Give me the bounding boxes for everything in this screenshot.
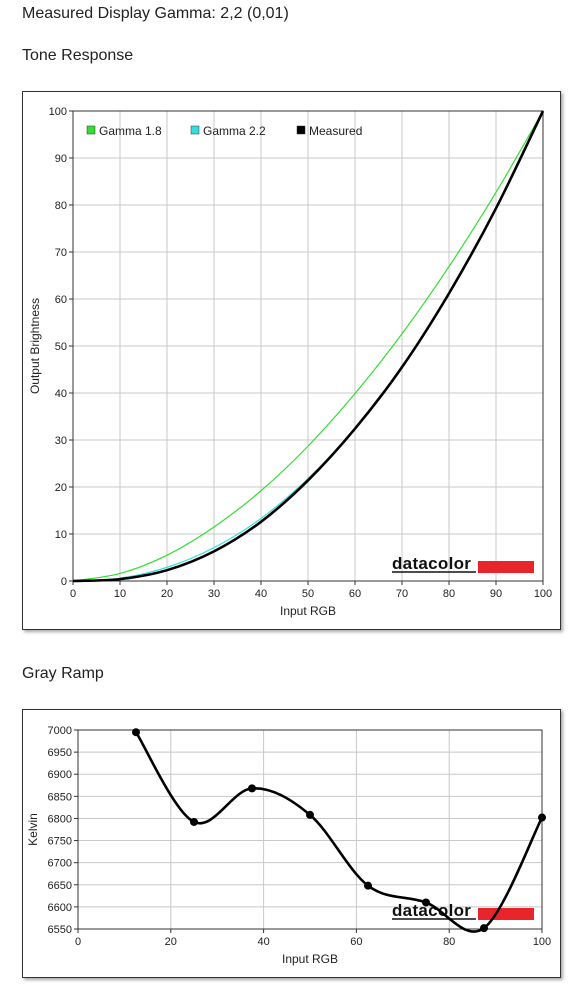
- y-axis-label: Kelvin: [26, 813, 40, 846]
- x-tick-label: 10: [114, 588, 126, 600]
- plot-border: [77, 729, 543, 930]
- y-tick-label: 50: [55, 341, 67, 353]
- x-tick-label: 20: [165, 936, 177, 948]
- y-tick-label: 6950: [48, 747, 72, 759]
- tone-response-panel: 0 10 20 30 40 50 60 70 80 90 100 0 10 20 30 40 50 60 70 80 9…: [22, 91, 561, 630]
- x-tick-label: 100: [533, 936, 551, 948]
- x-tick-label: 80: [443, 588, 455, 600]
- datacolor-logo: datacolor: [392, 554, 534, 573]
- legend-label: Gamma 1.8: [99, 124, 162, 138]
- y-tick-label: 60: [55, 294, 67, 306]
- y-tick-label: 6900: [48, 769, 72, 781]
- plot-border: [72, 110, 544, 582]
- datacolor-logo-bar: [478, 561, 534, 573]
- y-tick-label: 0: [61, 576, 67, 588]
- legend-swatch: [296, 125, 306, 135]
- data-point: [538, 813, 546, 822]
- y-tick-label: 6600: [48, 902, 72, 914]
- data-point: [132, 728, 140, 737]
- x-tick-label: 60: [349, 588, 361, 600]
- data-point: [306, 810, 314, 819]
- x-tick-label: 90: [490, 588, 502, 600]
- legend-swatch: [86, 125, 96, 135]
- series-line-gamma-1-8: [72, 110, 544, 582]
- datacolor-logo: datacolor: [392, 901, 534, 920]
- y-tick-label: 6650: [48, 880, 72, 892]
- y-tick-label: 40: [55, 388, 67, 400]
- gray-ramp-panel: 0 20 40 60 80 100 6550 6600 6650 6700 6750 6800 6850…: [22, 709, 561, 978]
- y-tick-label: 80: [55, 200, 67, 212]
- gamma-summary: Measured Display Gamma: 2,2 (0,01): [22, 5, 289, 23]
- x-tick-label: 80: [443, 936, 455, 948]
- y-tick-label: 70: [55, 247, 67, 259]
- gamma-summary-value: 2,2 (0,01): [220, 5, 289, 22]
- x-tick-label: 70: [396, 588, 408, 600]
- series-line-measured: [72, 110, 545, 583]
- gamma-summary-label: Measured Display Gamma:: [22, 5, 216, 22]
- legend-entry-gamma-1-8: Gamma 1.8: [86, 124, 162, 138]
- x-tick-label: 0: [70, 588, 76, 600]
- y-tick-label: 20: [55, 482, 67, 494]
- legend-entry-gamma-2-2: Gamma 2.2: [190, 124, 266, 138]
- x-tick-label: 20: [161, 588, 173, 600]
- y-tick-label: 6850: [48, 791, 72, 803]
- y-axis-label: Output Brightness: [28, 298, 42, 394]
- data-point: [190, 817, 198, 826]
- legend-label: Measured: [309, 124, 362, 138]
- tone-response-chart: 0 10 20 30 40 50 60 70 80 90 100 0 10 20 30 40 50 60 70 80 9…: [28, 106, 552, 618]
- datacolor-logo-text: datacolor: [392, 901, 471, 920]
- data-point: [480, 924, 488, 933]
- x-axis-label: Input RGB: [282, 952, 338, 966]
- x-tick-label: 40: [255, 588, 267, 600]
- x-tick-label: 100: [534, 588, 552, 600]
- legend-label: Gamma 2.2: [203, 124, 266, 138]
- datacolor-logo-text: datacolor: [392, 554, 471, 573]
- y-tick-label: 10: [55, 529, 67, 541]
- x-tick-label: 30: [208, 588, 220, 600]
- x-axis-label: Input RGB: [280, 604, 336, 618]
- x-tick-label: 60: [350, 936, 362, 948]
- x-tick-label: 50: [302, 588, 314, 600]
- x-tick-label: 40: [257, 936, 269, 948]
- y-tick-label: 6550: [48, 924, 72, 936]
- legend-entry-measured: Measured: [296, 124, 362, 138]
- series-line-kelvin: [134, 731, 544, 933]
- datacolor-logo-bar: [478, 908, 534, 920]
- data-point: [422, 898, 430, 907]
- data-point: [248, 784, 256, 793]
- gray-ramp-chart: 0 20 40 60 80 100 6550 6600 6650 6700 6750 6800 6850…: [26, 725, 551, 966]
- legend-swatch: [190, 125, 200, 135]
- y-tick-label: 6700: [48, 858, 72, 870]
- y-tick-label: 90: [55, 153, 67, 165]
- y-tick-label: 7000: [48, 725, 72, 737]
- x-tick-label: 0: [75, 936, 81, 948]
- y-tick-label: 6750: [48, 836, 72, 848]
- y-tick-label: 6800: [48, 813, 72, 825]
- gray-ramp-heading: Gray Ramp: [22, 665, 104, 682]
- tone-response-heading: Tone Response: [22, 47, 134, 64]
- data-point: [364, 881, 372, 890]
- y-tick-label: 30: [55, 435, 67, 447]
- y-tick-label: 100: [49, 106, 67, 118]
